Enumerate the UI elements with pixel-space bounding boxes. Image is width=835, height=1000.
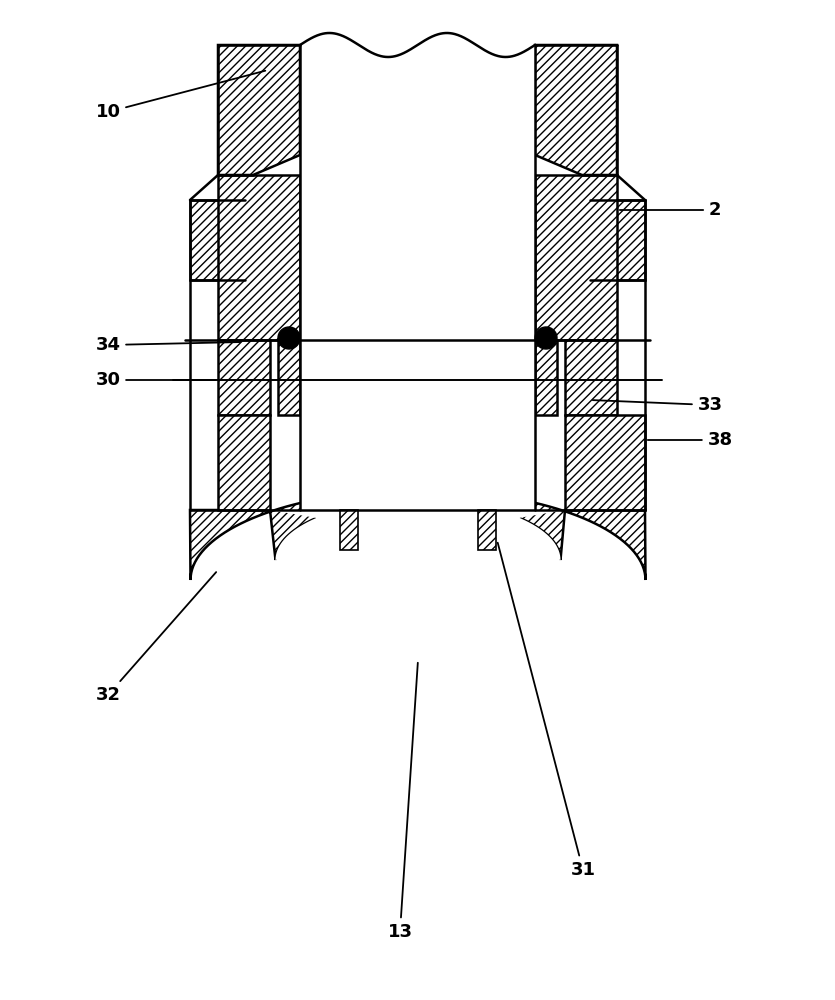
Polygon shape — [478, 510, 496, 550]
Circle shape — [535, 327, 557, 349]
Polygon shape — [218, 415, 270, 510]
Polygon shape — [218, 45, 300, 175]
Polygon shape — [218, 175, 300, 340]
Polygon shape — [190, 490, 645, 580]
Polygon shape — [535, 45, 617, 175]
Polygon shape — [565, 415, 645, 510]
Polygon shape — [278, 340, 300, 415]
Circle shape — [278, 327, 300, 349]
Polygon shape — [300, 45, 535, 510]
Polygon shape — [218, 340, 270, 415]
Polygon shape — [535, 340, 557, 415]
Text: 38: 38 — [648, 431, 732, 449]
Polygon shape — [270, 500, 565, 560]
Text: 2: 2 — [620, 201, 721, 219]
Text: 32: 32 — [95, 572, 216, 704]
Polygon shape — [535, 175, 617, 340]
Text: 31: 31 — [498, 543, 595, 879]
Polygon shape — [190, 200, 245, 280]
Text: 30: 30 — [95, 371, 215, 389]
Polygon shape — [340, 510, 358, 550]
Text: 10: 10 — [95, 71, 266, 121]
Text: 34: 34 — [95, 336, 240, 354]
Text: 13: 13 — [387, 663, 418, 941]
Polygon shape — [565, 340, 617, 415]
Text: 33: 33 — [593, 396, 722, 414]
Polygon shape — [590, 200, 645, 280]
